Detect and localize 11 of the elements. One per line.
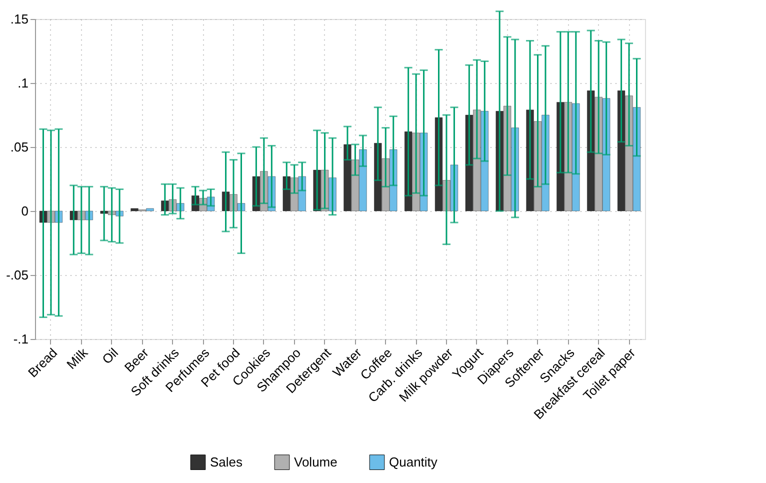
y-tick-label: .05 xyxy=(10,140,28,154)
y-tick-label: .15 xyxy=(10,12,28,26)
y-tick-label: -.1 xyxy=(13,332,28,346)
y-tick-label: 0 xyxy=(21,204,28,218)
legend-label: Quantity xyxy=(389,454,438,470)
legend-label: Volume xyxy=(294,454,338,470)
legend-label: Sales xyxy=(210,454,244,470)
y-tick-label: .1 xyxy=(18,76,28,90)
y-tick-label: -.05 xyxy=(6,268,28,282)
x-tick-label: Oil xyxy=(99,345,122,367)
x-tick-label: Milk xyxy=(64,344,91,372)
